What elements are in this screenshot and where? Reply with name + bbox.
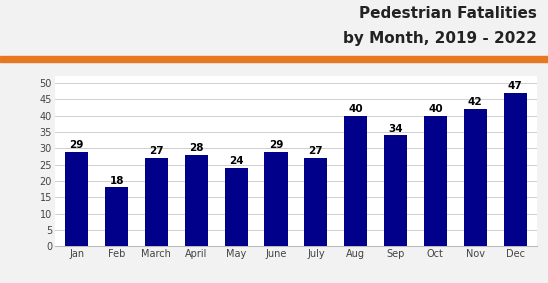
Text: 27: 27 <box>309 146 323 156</box>
Bar <box>384 135 407 246</box>
Bar <box>344 115 367 246</box>
Text: 34: 34 <box>388 124 403 134</box>
Text: Pedestrian Fatalities: Pedestrian Fatalities <box>359 6 537 21</box>
Bar <box>225 168 248 246</box>
Bar <box>265 151 288 246</box>
Text: 47: 47 <box>508 81 522 91</box>
Text: 27: 27 <box>149 146 164 156</box>
Text: 18: 18 <box>109 176 124 186</box>
Text: 29: 29 <box>269 140 283 150</box>
Text: 40: 40 <box>349 104 363 114</box>
Text: 29: 29 <box>70 140 84 150</box>
Bar <box>65 151 88 246</box>
Bar <box>464 109 487 246</box>
Bar <box>424 115 447 246</box>
Text: by Month, 2019 - 2022: by Month, 2019 - 2022 <box>343 31 537 46</box>
Bar <box>145 158 168 246</box>
Text: 42: 42 <box>468 97 483 108</box>
Text: 28: 28 <box>189 143 203 153</box>
Bar <box>304 158 327 246</box>
Bar <box>185 155 208 246</box>
Bar <box>105 187 128 246</box>
Text: 40: 40 <box>428 104 443 114</box>
Bar <box>0 56 548 62</box>
Bar <box>504 93 527 246</box>
Text: 24: 24 <box>229 156 243 166</box>
